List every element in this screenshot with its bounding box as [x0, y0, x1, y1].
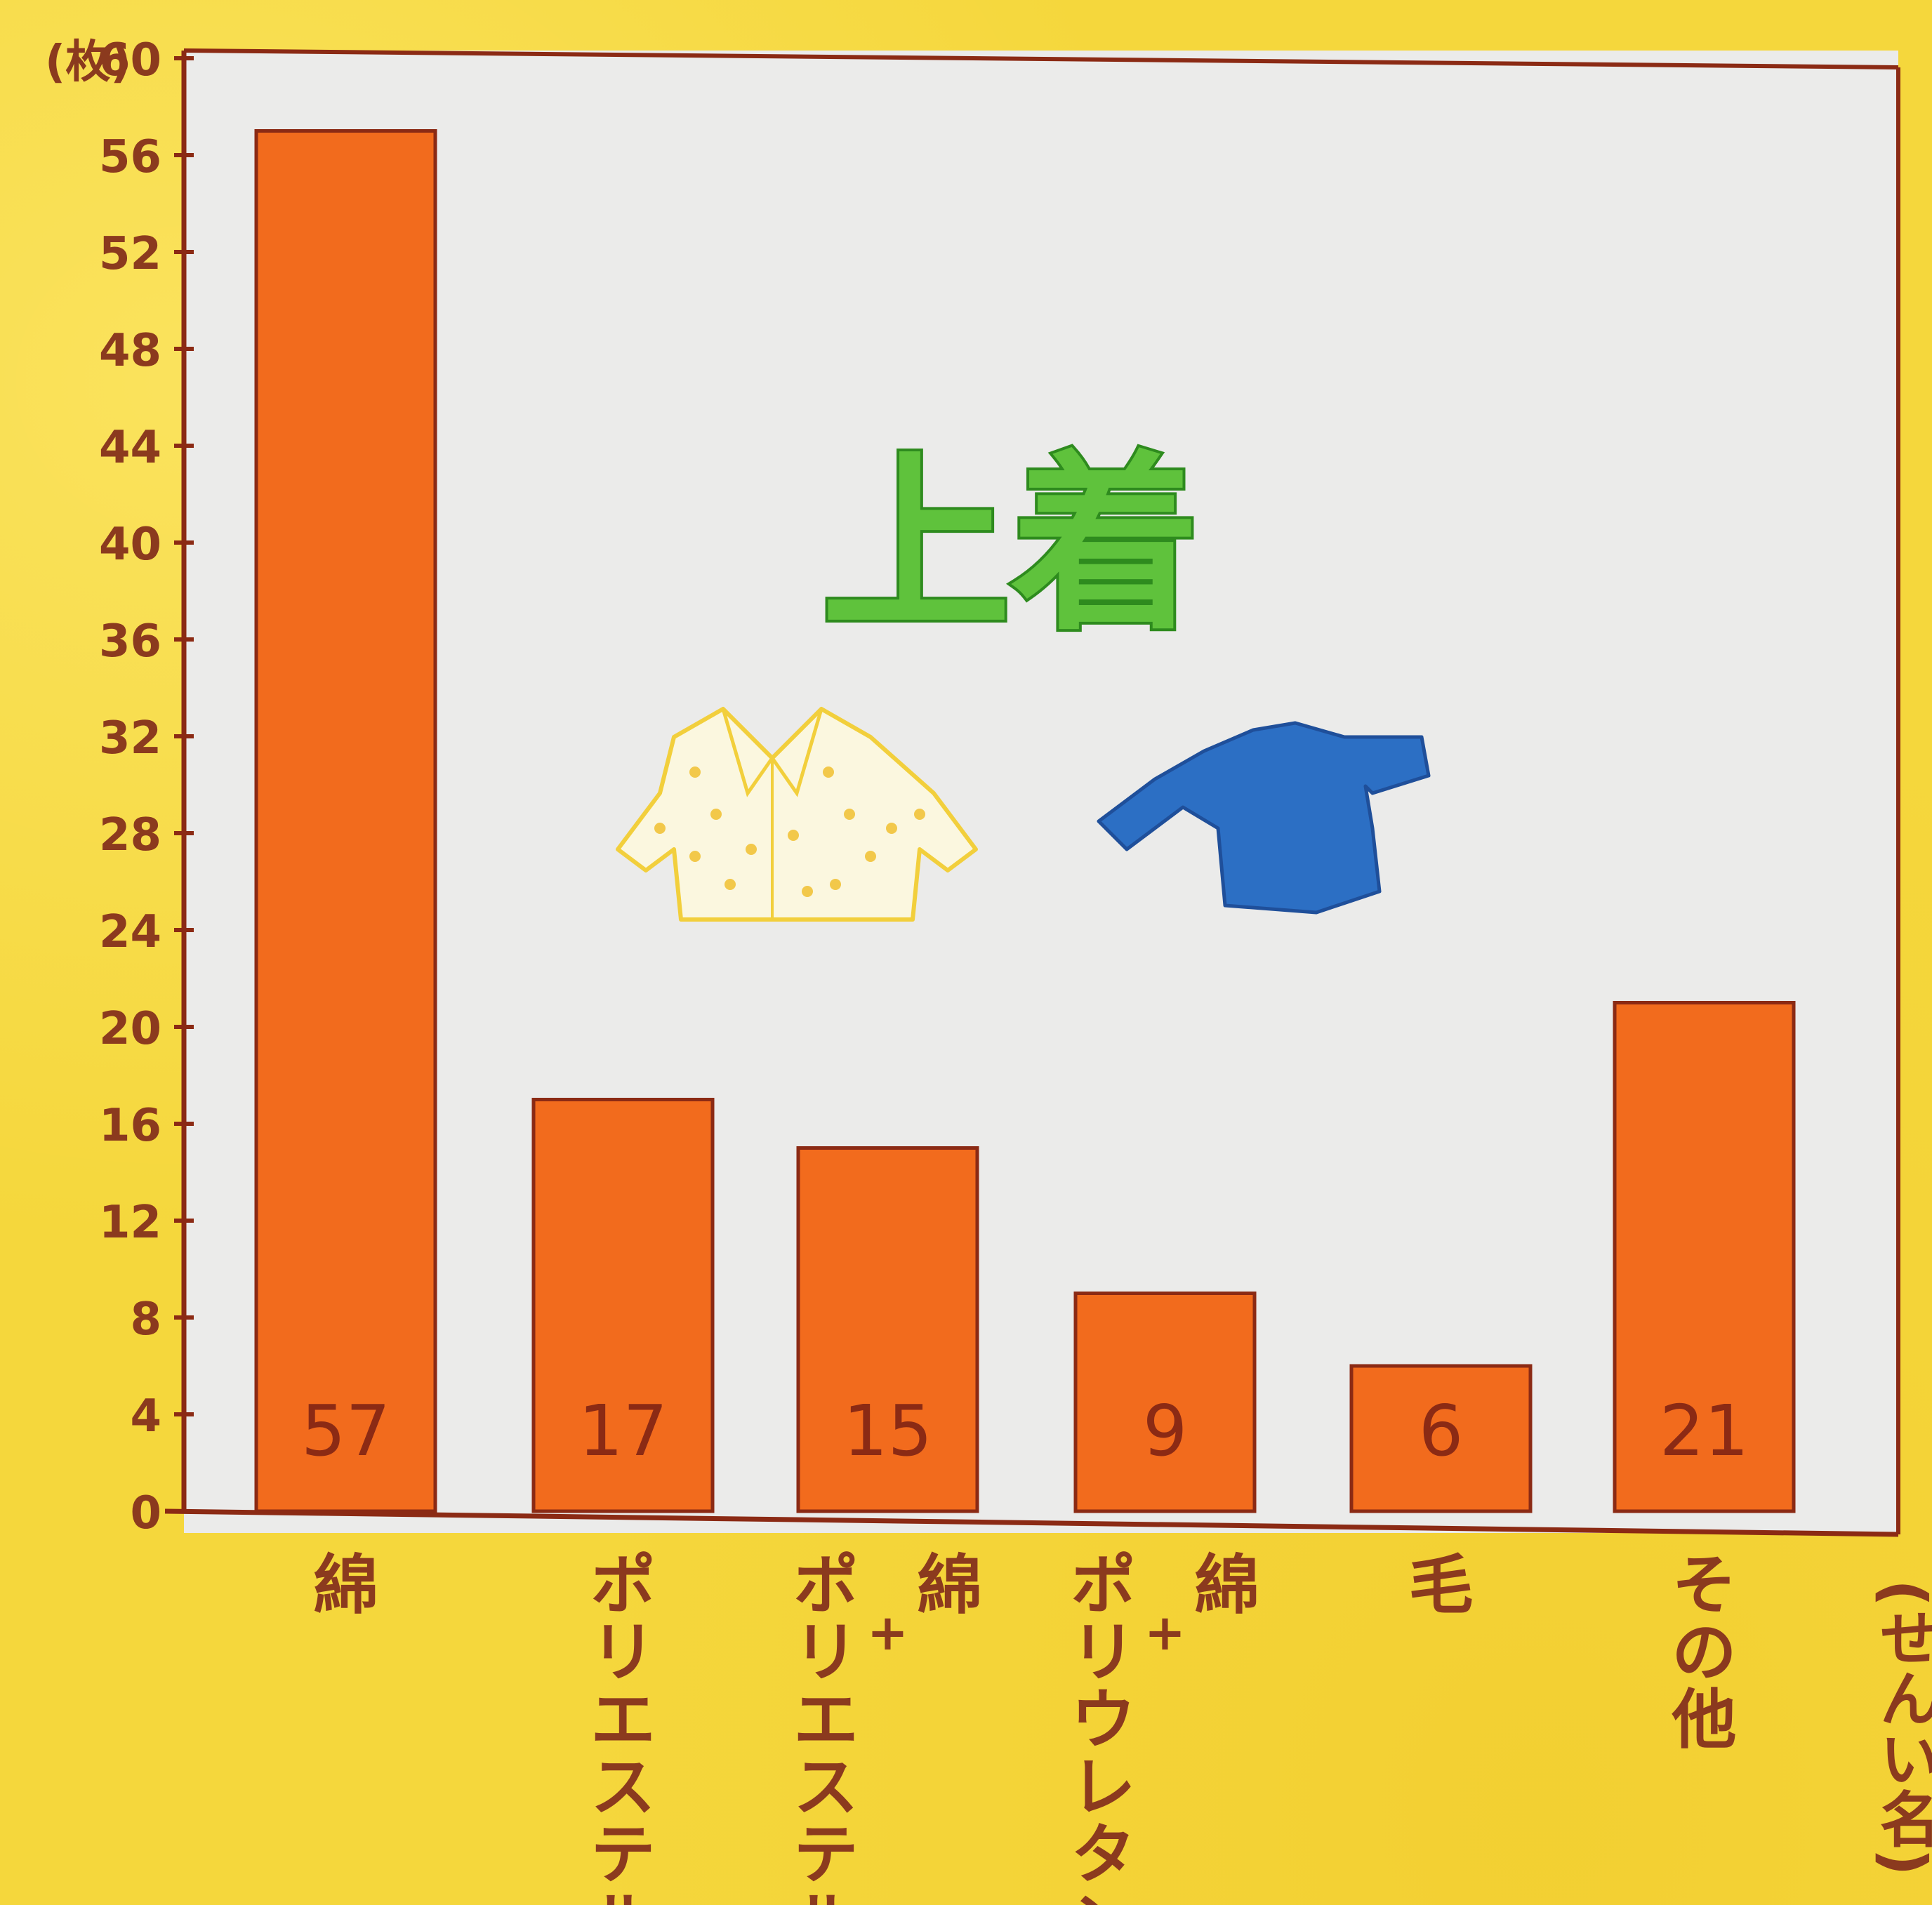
- shirt-dot: [823, 766, 834, 778]
- category-label-char: ル: [793, 1885, 858, 1905]
- y-tick-label: 40: [99, 519, 161, 571]
- illustrations: [616, 707, 1431, 922]
- category-label-char: ポ: [1071, 1548, 1135, 1623]
- category-label-char: +: [1144, 1604, 1186, 1661]
- category-label-char: テ: [793, 1817, 858, 1892]
- bar: [796, 1146, 979, 1513]
- plot-frame-top: [183, 48, 1899, 69]
- shirt-dot: [710, 809, 722, 820]
- y-tick-label: 12: [99, 1197, 161, 1249]
- shirt-dot: [654, 823, 666, 834]
- y-tick-label: 24: [99, 906, 161, 958]
- y-tick-label: 56: [99, 131, 161, 183]
- category-label-char: ル: [590, 1885, 655, 1905]
- shirt-dot: [802, 886, 813, 897]
- sweater-body: [1097, 721, 1431, 915]
- y-tick-label: 48: [99, 325, 161, 377]
- x-axis-label: (せんい名): [1869, 1579, 1932, 1876]
- shirt-dot: [886, 823, 897, 834]
- shirt-icon: [616, 707, 978, 922]
- y-tick-label: 52: [99, 228, 161, 280]
- category-label-char: ポ: [793, 1548, 858, 1623]
- category-label-char: ス: [793, 1750, 858, 1825]
- plot-area: [184, 51, 1898, 1533]
- category-label-char: レ: [1071, 1750, 1135, 1825]
- bars: [254, 129, 1796, 1513]
- shirt-body: [616, 707, 978, 922]
- category-label-char: 綿: [313, 1548, 378, 1623]
- category-label-char: そ: [1672, 1548, 1736, 1623]
- bar: [1073, 1292, 1257, 1513]
- bar: [1349, 1364, 1533, 1513]
- shirt-dot: [914, 809, 925, 820]
- y-tick-label: 36: [99, 616, 161, 668]
- x-axis: [164, 1508, 1899, 1537]
- category-label-char: リ: [590, 1615, 655, 1690]
- category-label-char: エ: [590, 1682, 655, 1758]
- category-label-char: 綿: [917, 1548, 981, 1623]
- category-label-char: リ: [793, 1615, 858, 1690]
- data-label: 15: [843, 1390, 932, 1472]
- category-label-char: タ: [1071, 1817, 1135, 1892]
- y-tick-label: 16: [99, 1100, 161, 1152]
- y-tick-label: 0: [130, 1487, 161, 1539]
- data-label: 57: [301, 1390, 390, 1472]
- category-label-char: リ: [1071, 1615, 1135, 1690]
- data-label: 6: [1419, 1390, 1464, 1472]
- category-label-char: 綿: [1194, 1548, 1259, 1623]
- category-label-char: ン: [1071, 1885, 1135, 1905]
- data-label: 17: [578, 1390, 668, 1472]
- y-tick-label: 8: [130, 1294, 161, 1346]
- axes: [164, 48, 1900, 1537]
- shirt-dot: [724, 879, 736, 890]
- category-label-char: の: [1672, 1615, 1736, 1690]
- shirt-dot: [689, 766, 701, 778]
- shirt-dot: [788, 830, 799, 841]
- category-label-char: +: [867, 1604, 908, 1661]
- y-tick-label: 20: [99, 1003, 161, 1055]
- data-label: 9: [1143, 1390, 1188, 1472]
- bar: [531, 1098, 715, 1513]
- category-label-char: 毛: [1408, 1548, 1473, 1623]
- bar: [254, 129, 437, 1513]
- category-label-char: ポ: [590, 1548, 655, 1623]
- shirt-dot: [689, 851, 701, 862]
- shirt-dot: [830, 879, 841, 890]
- data-label: 21: [1660, 1390, 1749, 1472]
- bar: [1613, 1001, 1796, 1513]
- shirt-dot: [865, 851, 876, 862]
- category-label-char: ス: [590, 1750, 655, 1825]
- sweater-icon: [1097, 721, 1431, 915]
- y-tick-label: 60: [99, 34, 161, 86]
- shirt-dot: [746, 844, 757, 855]
- y-tick-label: 4: [130, 1390, 161, 1442]
- category-label-char: ウ: [1071, 1682, 1135, 1758]
- category-label-char: テ: [590, 1817, 655, 1892]
- shirt-dot: [844, 809, 855, 820]
- chart-title: 上着: [821, 434, 1200, 656]
- category-label-char: 他: [1671, 1682, 1736, 1758]
- category-label-char: エ: [793, 1682, 858, 1758]
- y-tick-label: 28: [99, 809, 161, 861]
- y-tick-label: 32: [99, 712, 161, 764]
- y-axis-label: (枚): [45, 36, 131, 88]
- y-tick-label: 44: [99, 422, 161, 474]
